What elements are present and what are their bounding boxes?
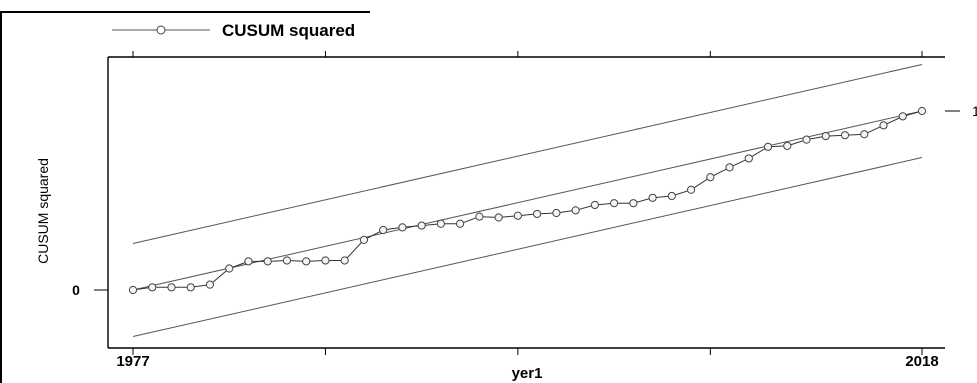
cusum-data-point [648, 193, 657, 202]
cusum-data-point [879, 121, 888, 130]
cusum-data-point [533, 209, 542, 219]
cusum-data-point [244, 257, 253, 266]
cusum-data-point [186, 283, 195, 292]
frame-left-edge [0, 12, 2, 383]
cusum-data-point [494, 213, 503, 222]
x-axis-label: yer1 [512, 365, 543, 382]
cusum-data-point [917, 106, 927, 116]
cusum-data-point [148, 283, 157, 292]
upper-bound-line [132, 63, 923, 244]
cusum-data-point [686, 185, 696, 194]
cusum-data-point [205, 280, 215, 289]
legend-marker [156, 25, 166, 35]
cusum-data-point [571, 206, 580, 215]
legend: CUSUM squared [112, 21, 355, 40]
x-tick-label: 2018 [905, 353, 938, 370]
cusum-data-point [552, 208, 561, 218]
cusum-data-point [282, 256, 292, 265]
cusum-data-point [340, 256, 349, 265]
cusum-data-point [475, 212, 484, 221]
cusum-data-point [302, 257, 311, 266]
lower-bound-line [132, 157, 923, 338]
cusum-data-point [167, 283, 176, 292]
x-tick-label: 1977 [116, 353, 149, 370]
cusum-data-point [436, 219, 446, 228]
cusum-data-point [840, 131, 850, 140]
plot-area [107, 56, 945, 349]
cusum-data-point [667, 191, 676, 201]
cusum-data-point [609, 199, 619, 208]
cusum-data-point [417, 221, 426, 230]
axes: 1977 2018 0 1 [72, 51, 977, 370]
cusum-data-point [359, 235, 369, 244]
cusum-data-point [802, 135, 811, 144]
cusum-data-point [513, 211, 522, 220]
cusum-data-point [725, 163, 734, 172]
cusum-data-point [321, 256, 330, 265]
cusum-data-point [706, 173, 715, 182]
cusum-data-point [744, 154, 753, 163]
cusum-data-point [263, 257, 272, 266]
cusum-data-point [456, 219, 465, 228]
cusum-data-point [379, 225, 388, 235]
cusum-data-point [225, 264, 234, 273]
cusum-data-point [763, 142, 773, 151]
cusum-series [128, 106, 927, 295]
cusum-data-point [590, 200, 599, 210]
cusum-data-point [821, 131, 830, 141]
y-tick-label: 0 [72, 282, 80, 298]
cusum-data-point [783, 141, 792, 151]
cusum-data-point [860, 130, 869, 139]
bound-lines [132, 63, 923, 338]
y-right-tick-label: 1 [972, 103, 977, 119]
y-axis-label: CUSUM squared [35, 158, 51, 264]
cusum-data-point [898, 112, 907, 121]
cusum-data-point [629, 199, 638, 208]
legend-label: CUSUM squared [222, 21, 355, 40]
cusum-data-point [128, 285, 138, 295]
cusum-data-point [398, 223, 407, 232]
frame-top-edge [0, 11, 370, 13]
